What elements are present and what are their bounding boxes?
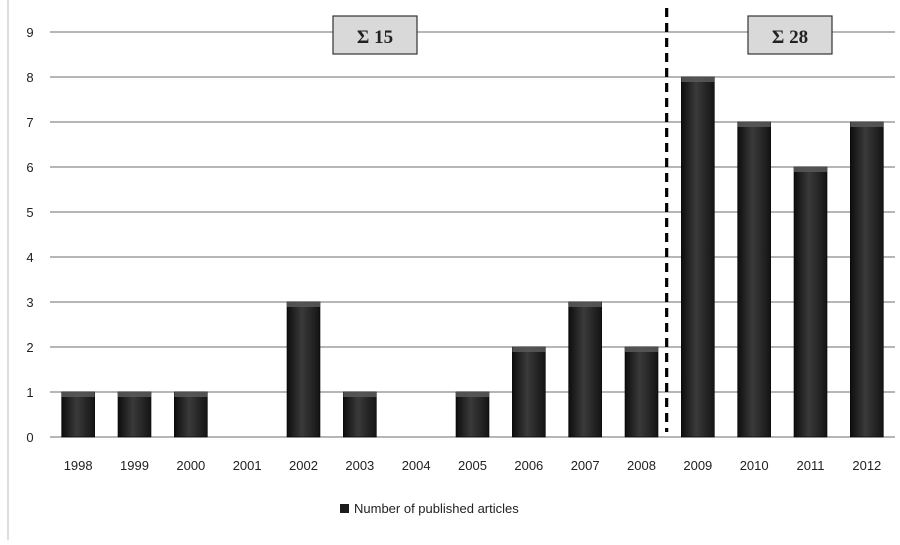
legend-swatch (340, 504, 349, 513)
annotation-layer: Σ 15 Σ 28 (332, 8, 833, 432)
axis-layer: 0 1 2 3 4 5 6 7 8 9 1998 1999 2000 2001 2002 2003 2004 20… (26, 25, 881, 473)
y-tick-label: 2 (26, 340, 33, 355)
y-tick-label: 0 (26, 430, 33, 445)
x-tick-label: 2004 (402, 458, 431, 473)
sum-annotation-text: Σ 28 (772, 27, 808, 48)
sum-annotation-text: Σ 15 (357, 27, 393, 48)
x-tick-label: 2000 (176, 458, 205, 473)
y-tick-label: 8 (26, 70, 33, 85)
x-tick-label: 2006 (514, 458, 543, 473)
sum-annotation-box: Σ 28 (747, 15, 833, 55)
bar-2007 (568, 301, 602, 438)
bars-layer (61, 76, 884, 438)
bar-2003 (343, 391, 377, 438)
bar-1999 (117, 391, 152, 438)
bar-2012 (850, 121, 884, 438)
x-tick-label: 1999 (120, 458, 149, 473)
sum-annotation-box: Σ 15 (332, 15, 418, 55)
x-tick-label: 2003 (345, 458, 374, 473)
y-tick-label: 7 (26, 115, 33, 130)
x-tick-label: 2009 (683, 458, 712, 473)
x-tick-label: 2010 (740, 458, 769, 473)
bar-2005 (455, 391, 490, 438)
bar-2008 (624, 346, 659, 438)
y-tick-label: 1 (26, 385, 33, 400)
x-tick-label: 2002 (289, 458, 318, 473)
y-tick-label: 4 (26, 250, 33, 265)
legend-label: Number of published articles (354, 501, 519, 516)
x-tick-label: 2011 (797, 458, 825, 473)
bar-2009 (681, 76, 715, 438)
x-tick-label: 2001 (233, 458, 262, 473)
y-tick-label: 6 (26, 160, 33, 175)
x-tick-label: 2007 (571, 458, 600, 473)
bar-2011 (793, 166, 828, 438)
y-tick-label: 9 (26, 25, 33, 40)
bar-2010 (737, 121, 771, 438)
bar-1998 (61, 391, 95, 438)
x-tick-label: 1998 (64, 458, 93, 473)
x-tick-label: 2008 (627, 458, 656, 473)
x-tick-label: 2012 (852, 458, 881, 473)
y-tick-label: 5 (26, 205, 33, 220)
y-tick-label: 3 (26, 295, 33, 310)
x-tick-label: 2005 (458, 458, 487, 473)
bar-2002 (286, 301, 321, 438)
legend: Number of published articles (340, 501, 519, 516)
bar-2006 (512, 346, 546, 438)
bar-2000 (174, 391, 208, 438)
